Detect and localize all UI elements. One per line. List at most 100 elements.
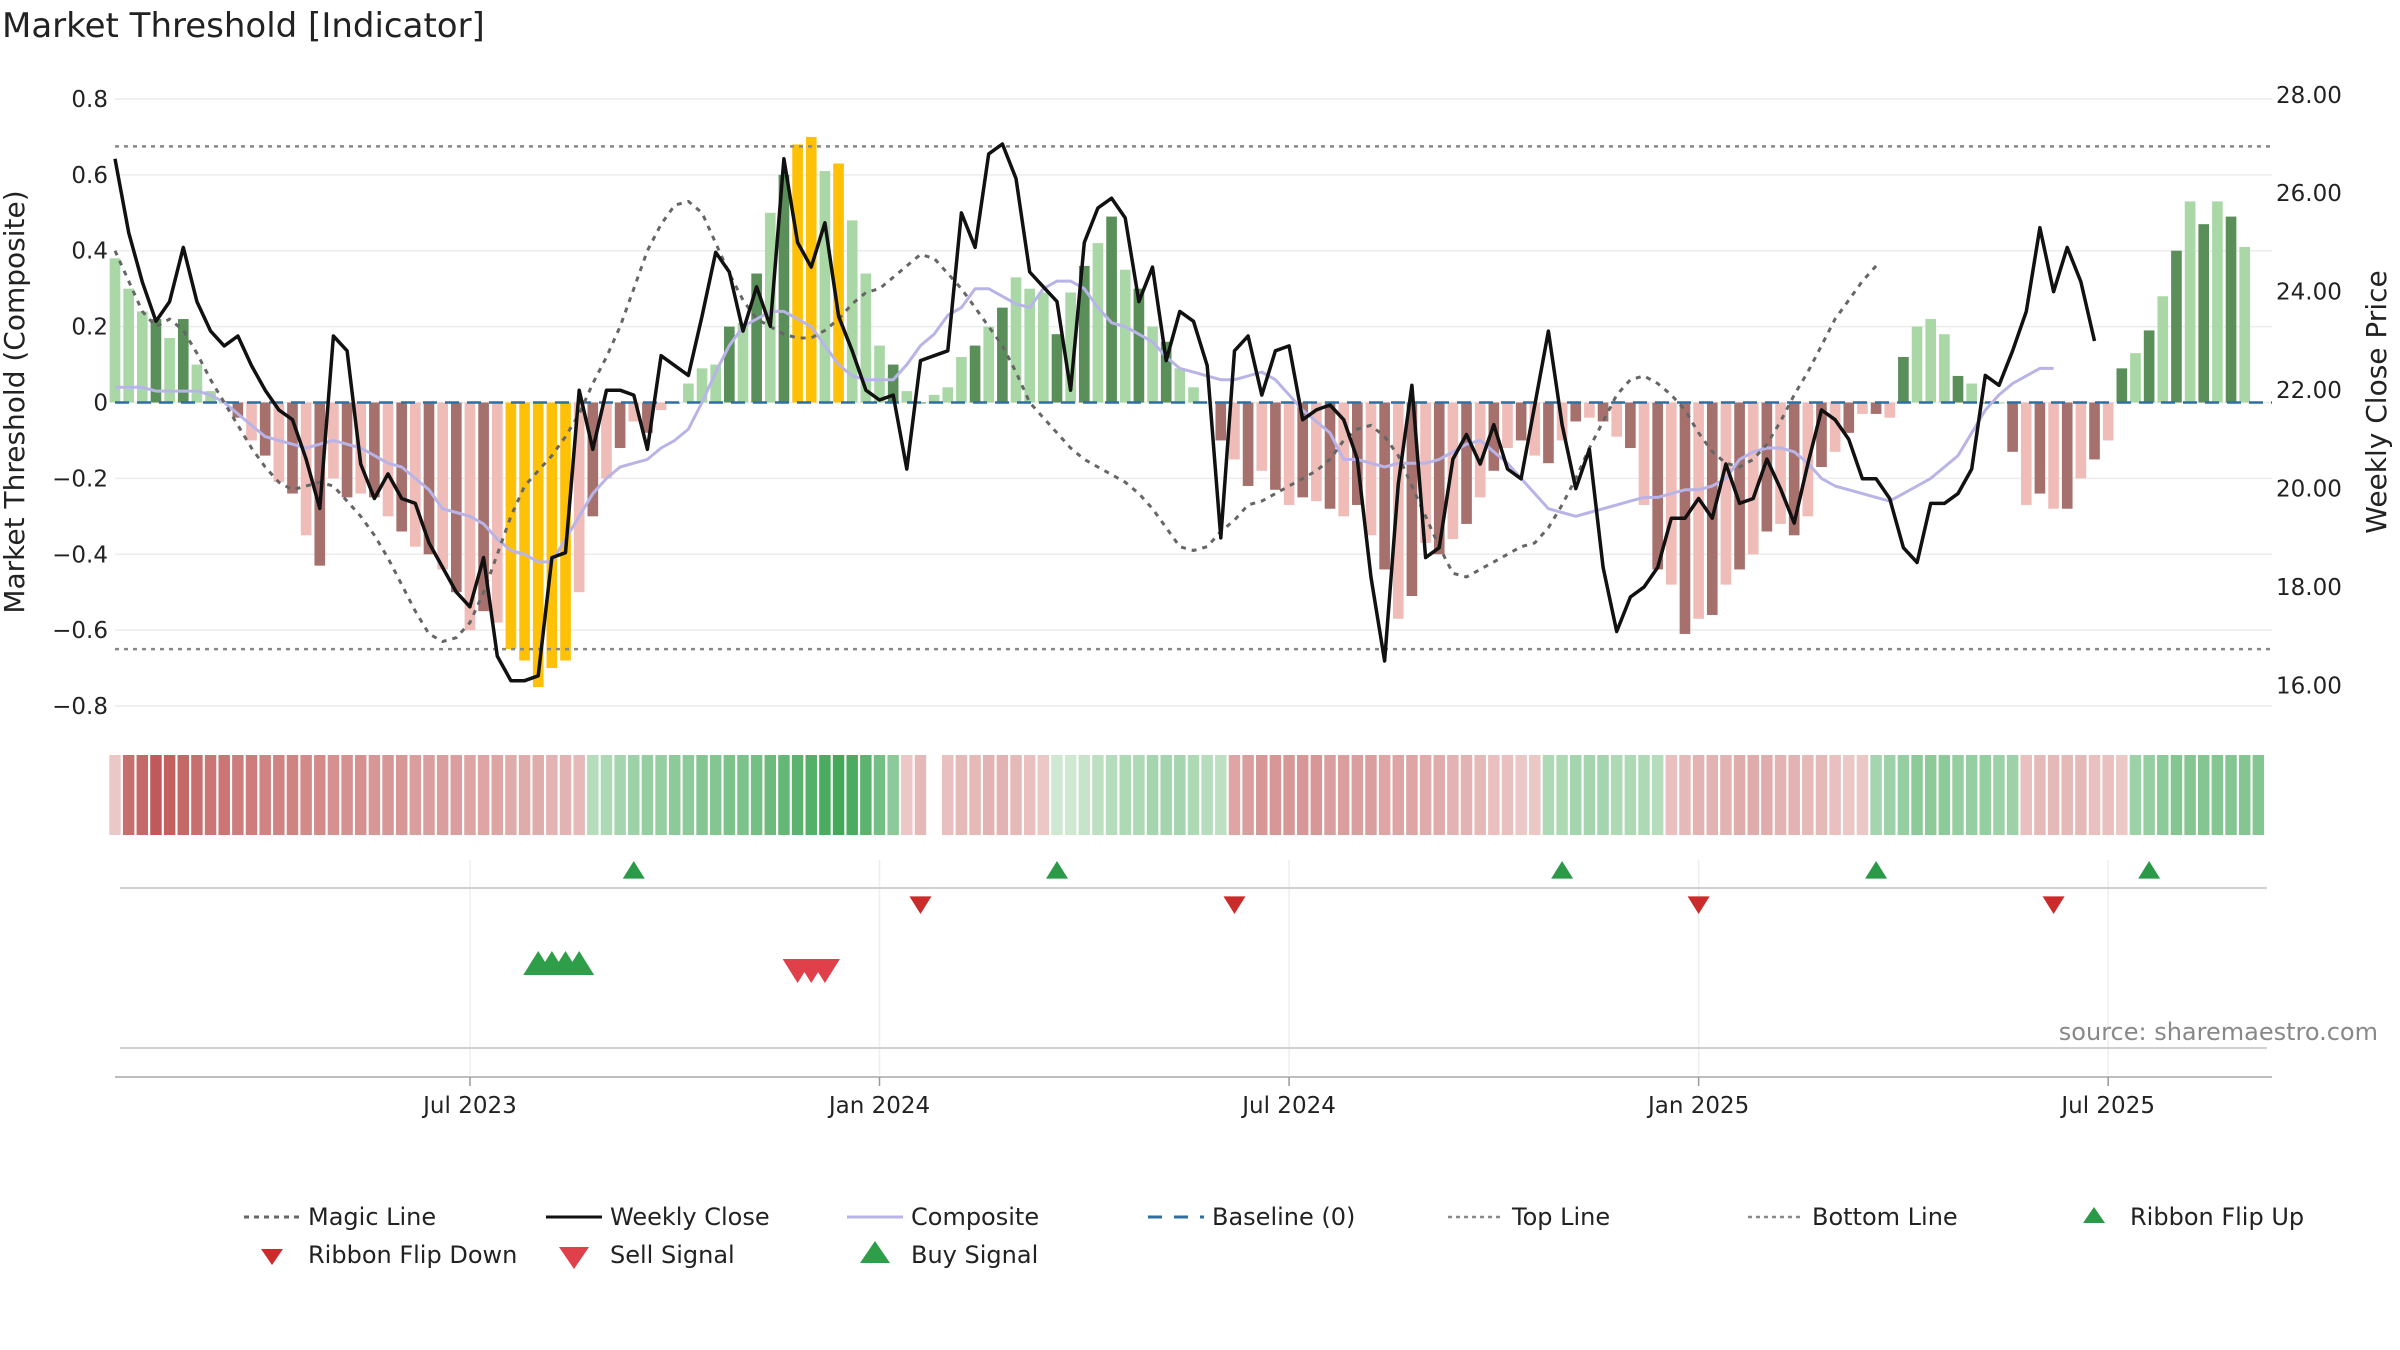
ribbon-cell [423, 755, 435, 835]
composite-bars [109, 136, 2251, 688]
y-left-tick-label: 0.8 [71, 87, 108, 113]
ribbon-cell [1215, 755, 1227, 835]
ribbon-cell [559, 755, 572, 835]
ribbon-cell [409, 755, 422, 835]
ribbon-cell [982, 755, 995, 835]
ribbon-cell [1638, 755, 1650, 835]
ribbon-cell [1884, 755, 1896, 835]
x-axis: Jul 2023 Jan 2024 Jul 2024 Jan 2025 Jul 2025 [421, 1077, 2155, 1119]
ribbon-strip [109, 755, 2265, 835]
composite-bar [382, 402, 394, 517]
y-left-tick-label: 0.6 [71, 163, 108, 189]
composite-bar [860, 273, 872, 403]
y-left-tick-label: −0.2 [52, 466, 108, 492]
ribbon-cell [1146, 755, 1159, 835]
composite-bar [287, 402, 298, 494]
sell-signal-marker [809, 959, 840, 983]
composite-bar [2061, 402, 2073, 509]
ribbon-cell [122, 755, 135, 835]
ribbon-cell [245, 755, 258, 835]
ribbon-flip-down-marker [1223, 896, 1246, 914]
composite-bar [1939, 334, 1950, 403]
composite-bar [1816, 402, 1827, 467]
composite-bar [1351, 402, 1363, 505]
y-left-tick-label: 0 [93, 391, 108, 417]
composite-bar [997, 307, 1008, 403]
composite-bar [1311, 402, 1322, 502]
ribbon-cell [300, 755, 312, 835]
composite-bar [1078, 265, 1090, 403]
ribbon-cell [1447, 755, 1459, 835]
ribbon-cell [532, 755, 544, 835]
ribbon-cell [1256, 755, 1268, 835]
composite-bar [969, 345, 981, 403]
composite-bar [1106, 216, 1117, 403]
composite-bar [874, 345, 885, 403]
composite-bar [737, 322, 749, 403]
composite-bar [1720, 402, 1732, 585]
y-axis-label-right: Weekly Close Price [2360, 270, 2393, 533]
ribbon-cell [464, 755, 476, 835]
ribbon-cell [505, 755, 517, 835]
ribbon-cell [2075, 755, 2087, 835]
composite-bar [232, 402, 244, 418]
composite-bar [519, 402, 530, 661]
composite-bar [2034, 402, 2046, 494]
composite-bar [1215, 402, 1227, 441]
composite-bar [846, 220, 858, 403]
ribbon-cell [887, 755, 899, 835]
ribbon-cell [1952, 755, 1964, 835]
composite-bar [1611, 402, 1623, 437]
composite-bar [273, 402, 285, 483]
ribbon-cell [2020, 755, 2032, 835]
composite-bar [1543, 402, 1554, 464]
composite-bar [792, 144, 803, 403]
composite-bar [1283, 402, 1295, 505]
ribbon-cell [2006, 755, 2019, 835]
composite-bar [1461, 402, 1472, 524]
composite-bar [1038, 292, 1049, 403]
composite-bar [1925, 319, 1937, 403]
composite-bar [887, 364, 899, 403]
ribbon-cell [668, 755, 681, 835]
composite-bar [1761, 402, 1773, 532]
ribbon-flip-up-marker [1045, 861, 1068, 879]
composite-bar [751, 273, 762, 403]
ribbon-cell [1324, 755, 1336, 835]
ribbon-cell [259, 755, 271, 835]
ribbon-cell [737, 755, 749, 835]
composite-bar [1119, 269, 1131, 403]
composite-bar [1966, 383, 1977, 403]
y-right-tick-label: 28.00 [2276, 83, 2342, 109]
ribbon-cell [1815, 755, 1828, 835]
ribbon-cell [1993, 755, 2005, 835]
ribbon-cell [860, 755, 872, 835]
composite-bar [1447, 402, 1459, 540]
composite-bar [1229, 402, 1240, 460]
composite-bar [2102, 402, 2114, 441]
ribbon-cell [1187, 755, 1200, 835]
ribbon-cell [395, 755, 408, 835]
composite-bar [1570, 402, 1582, 422]
ribbon-cell [901, 755, 913, 835]
buy-signal-marker [564, 951, 595, 975]
y-left-tick-label: −0.4 [52, 542, 108, 568]
ribbon-cell [1911, 755, 1923, 835]
composite-bar [246, 402, 257, 441]
ribbon-cell [764, 755, 777, 835]
composite-bar [546, 402, 558, 669]
ribbon-cell [1870, 755, 1882, 835]
ribbon-cell [1597, 755, 1609, 835]
composite-bar [1051, 334, 1063, 403]
ribbon-cell [969, 755, 981, 835]
x-tick-label: Jan 2024 [827, 1093, 930, 1119]
composite-bar [1952, 375, 1964, 403]
composite-bar [1788, 402, 1800, 536]
ribbon-cell [1337, 755, 1350, 835]
ribbon-cell [355, 755, 367, 835]
ribbon-cell [1064, 755, 1077, 835]
y-right-tick-label: 18.00 [2276, 575, 2342, 601]
ribbon-cell [682, 755, 695, 835]
composite-bar [1652, 402, 1663, 570]
composite-bar [300, 402, 312, 536]
